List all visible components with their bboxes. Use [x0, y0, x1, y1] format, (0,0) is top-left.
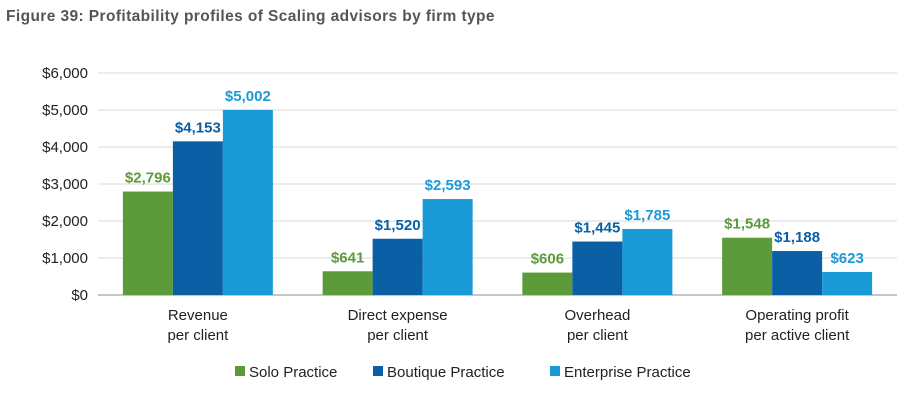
- y-tick-label: $6,000: [42, 65, 88, 82]
- y-tick-label: $0: [71, 287, 88, 304]
- x-category-label: Direct expense: [348, 307, 448, 324]
- data-labels: $2,796 $4,153$5,002 $641 $1,520 $2,593 $606 $1…: [125, 88, 864, 268]
- x-category-label: Operating profit: [745, 307, 849, 324]
- y-tick-label: $4,000: [42, 139, 88, 156]
- bar: [772, 251, 823, 295]
- data-label: $641: [331, 249, 364, 266]
- y-tick-label: $3,000: [42, 176, 88, 193]
- y-axis-ticks: $0 $1,000 $2,000 $3,000 $4,000 $5,000 $6,000: [42, 65, 88, 304]
- bar: [622, 228, 673, 295]
- bar: [222, 109, 273, 296]
- data-label: $1,785: [624, 207, 670, 224]
- legend: Solo Practice Boutique Practice Enterprise…: [235, 364, 691, 381]
- bar: [172, 141, 223, 295]
- bar: [422, 199, 473, 295]
- data-label: $1,548: [724, 216, 770, 233]
- x-category-label: Overhead: [564, 307, 630, 324]
- x-category-label: per client: [367, 327, 429, 344]
- y-tick-label: $2,000: [42, 213, 88, 230]
- bar: [122, 191, 173, 295]
- data-label: $2,796: [125, 170, 171, 187]
- bar: [322, 271, 373, 295]
- data-label: $606: [531, 251, 564, 268]
- x-category-label: per client: [167, 327, 229, 344]
- bar: [722, 237, 773, 295]
- x-axis-categories: Revenue per client Direct expense per clien…: [167, 307, 850, 344]
- data-label: $1,520: [375, 217, 421, 234]
- legend-label: Boutique Practice: [387, 364, 505, 381]
- bar: [572, 241, 623, 295]
- legend-swatch: [550, 366, 560, 376]
- bars: [122, 109, 873, 296]
- x-category-label: per active client: [745, 327, 850, 344]
- bar: [822, 271, 873, 295]
- legend-swatch: [235, 366, 245, 376]
- bar: [522, 272, 573, 295]
- x-category-label: Revenue: [168, 307, 228, 324]
- legend-label: Enterprise Practice: [564, 364, 691, 381]
- y-tick-label: $5,000: [42, 102, 88, 119]
- data-label: $5,002: [225, 88, 271, 105]
- legend-label: Solo Practice: [249, 364, 337, 381]
- data-label: $1,445: [574, 220, 620, 237]
- data-label: $2,593: [425, 177, 471, 194]
- legend-swatch: [373, 366, 383, 376]
- chart-title: Figure 39: Profitability profiles of Sca…: [6, 8, 495, 25]
- bar: [372, 238, 423, 295]
- data-label: $4,153: [175, 119, 221, 136]
- data-label: $1,188: [774, 229, 820, 246]
- data-label: $623: [830, 250, 863, 267]
- y-tick-label: $1,000: [42, 250, 88, 267]
- x-category-label: per client: [567, 327, 629, 344]
